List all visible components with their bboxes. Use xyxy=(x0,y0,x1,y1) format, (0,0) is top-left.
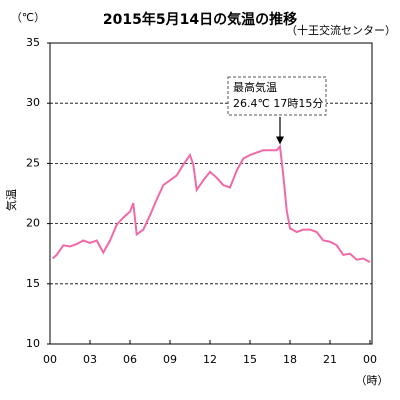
x-tick-label: 03 xyxy=(83,353,97,366)
y-tick-label: 35 xyxy=(26,36,40,49)
x-tick-label: 09 xyxy=(163,353,177,366)
y-tick-label: 25 xyxy=(26,156,40,169)
y-tick-label: 20 xyxy=(26,217,40,230)
x-tick-label: 12 xyxy=(203,353,217,366)
chart-subtitle: （十王交流センター） xyxy=(286,23,396,37)
x-tick-label: 21 xyxy=(323,353,337,366)
x-tick-label: 06 xyxy=(123,353,137,366)
x-tick-label: 00 xyxy=(363,353,377,366)
x-unit: （時） xyxy=(356,374,389,387)
plot-frame xyxy=(49,42,373,345)
y-tick-label: 15 xyxy=(26,277,40,290)
y-tick-label: 30 xyxy=(26,96,40,109)
y-unit: （℃） xyxy=(11,11,45,24)
x-tick-label: 00 xyxy=(43,353,57,366)
annotation-text: 最高気温 xyxy=(233,80,277,94)
annotation-box xyxy=(227,76,327,116)
y-axis-label: 気温 xyxy=(4,189,18,211)
y-tick-label: 10 xyxy=(26,337,40,350)
annotation-text: 26.4℃ 17時15分 xyxy=(233,97,323,110)
temperature-line xyxy=(52,144,371,263)
x-tick-label: 18 xyxy=(283,353,297,366)
arrow-head xyxy=(276,136,284,145)
x-tick-label: 15 xyxy=(243,353,257,366)
chart-title: 2015年5月14日の気温の推移 xyxy=(103,11,297,28)
